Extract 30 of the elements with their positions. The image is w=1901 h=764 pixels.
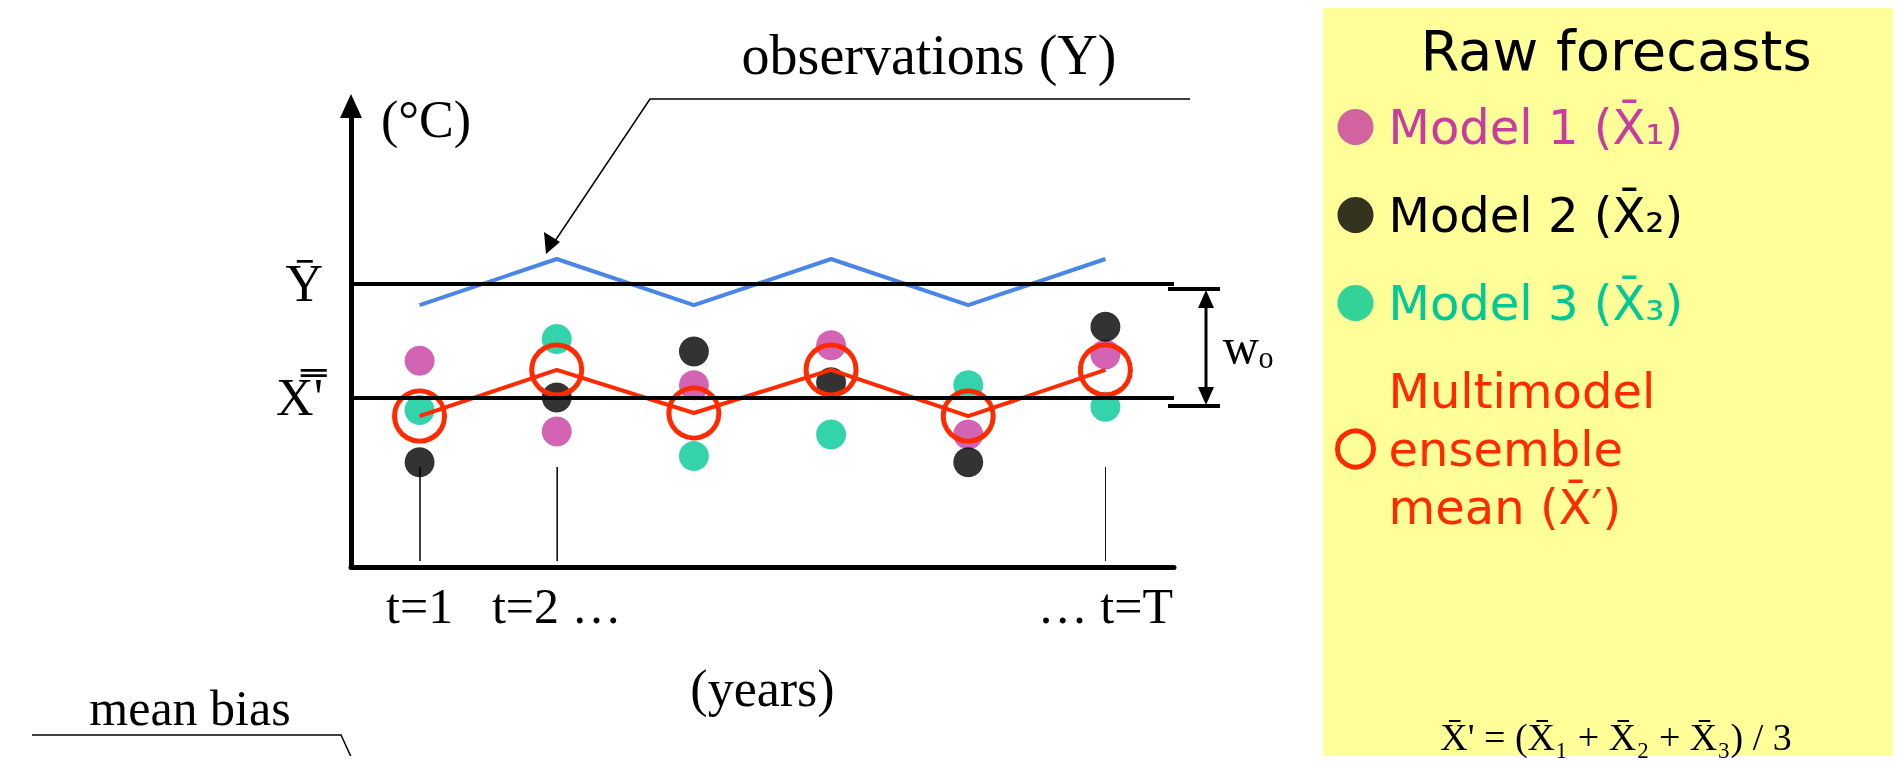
point	[404, 447, 435, 478]
point	[953, 447, 984, 478]
point	[940, 388, 996, 444]
y-axis-title: (°C)	[381, 90, 472, 149]
point	[678, 336, 709, 367]
ref-line-label: X̿'	[276, 369, 328, 427]
legend-label: Model 2 (X̄₂)	[1388, 187, 1684, 243]
text: mean bias	[89, 679, 291, 738]
point	[392, 388, 448, 444]
x-axis-title: (years)	[690, 659, 835, 718]
point	[541, 416, 572, 447]
point	[816, 419, 847, 450]
point	[1077, 342, 1133, 398]
point	[529, 342, 585, 398]
x-tick-label: t=1	[386, 578, 454, 634]
text: X̄' = (X̄₁ + X̄₂ + X̄₃) / 3	[1440, 715, 1792, 761]
point	[678, 441, 709, 472]
point	[803, 342, 859, 398]
legend-label: Model 1 (X̄₁)	[1388, 99, 1684, 155]
x-tick-label: … t=T	[1037, 578, 1173, 634]
legend-label: Model 3 (X̄₃)	[1388, 275, 1684, 331]
point	[1090, 311, 1121, 342]
x-tick-label: t=2 …	[491, 578, 622, 634]
text: wₒ	[1222, 317, 1274, 376]
legend-title: Raw forecasts	[1420, 17, 1812, 83]
text: observations (Y)	[741, 23, 1117, 89]
ref-line-label: Ȳ	[285, 255, 323, 313]
legend-label: Multimodel ensemble mean (X̄′)	[1388, 363, 1671, 535]
point	[666, 385, 722, 441]
point	[404, 345, 435, 376]
